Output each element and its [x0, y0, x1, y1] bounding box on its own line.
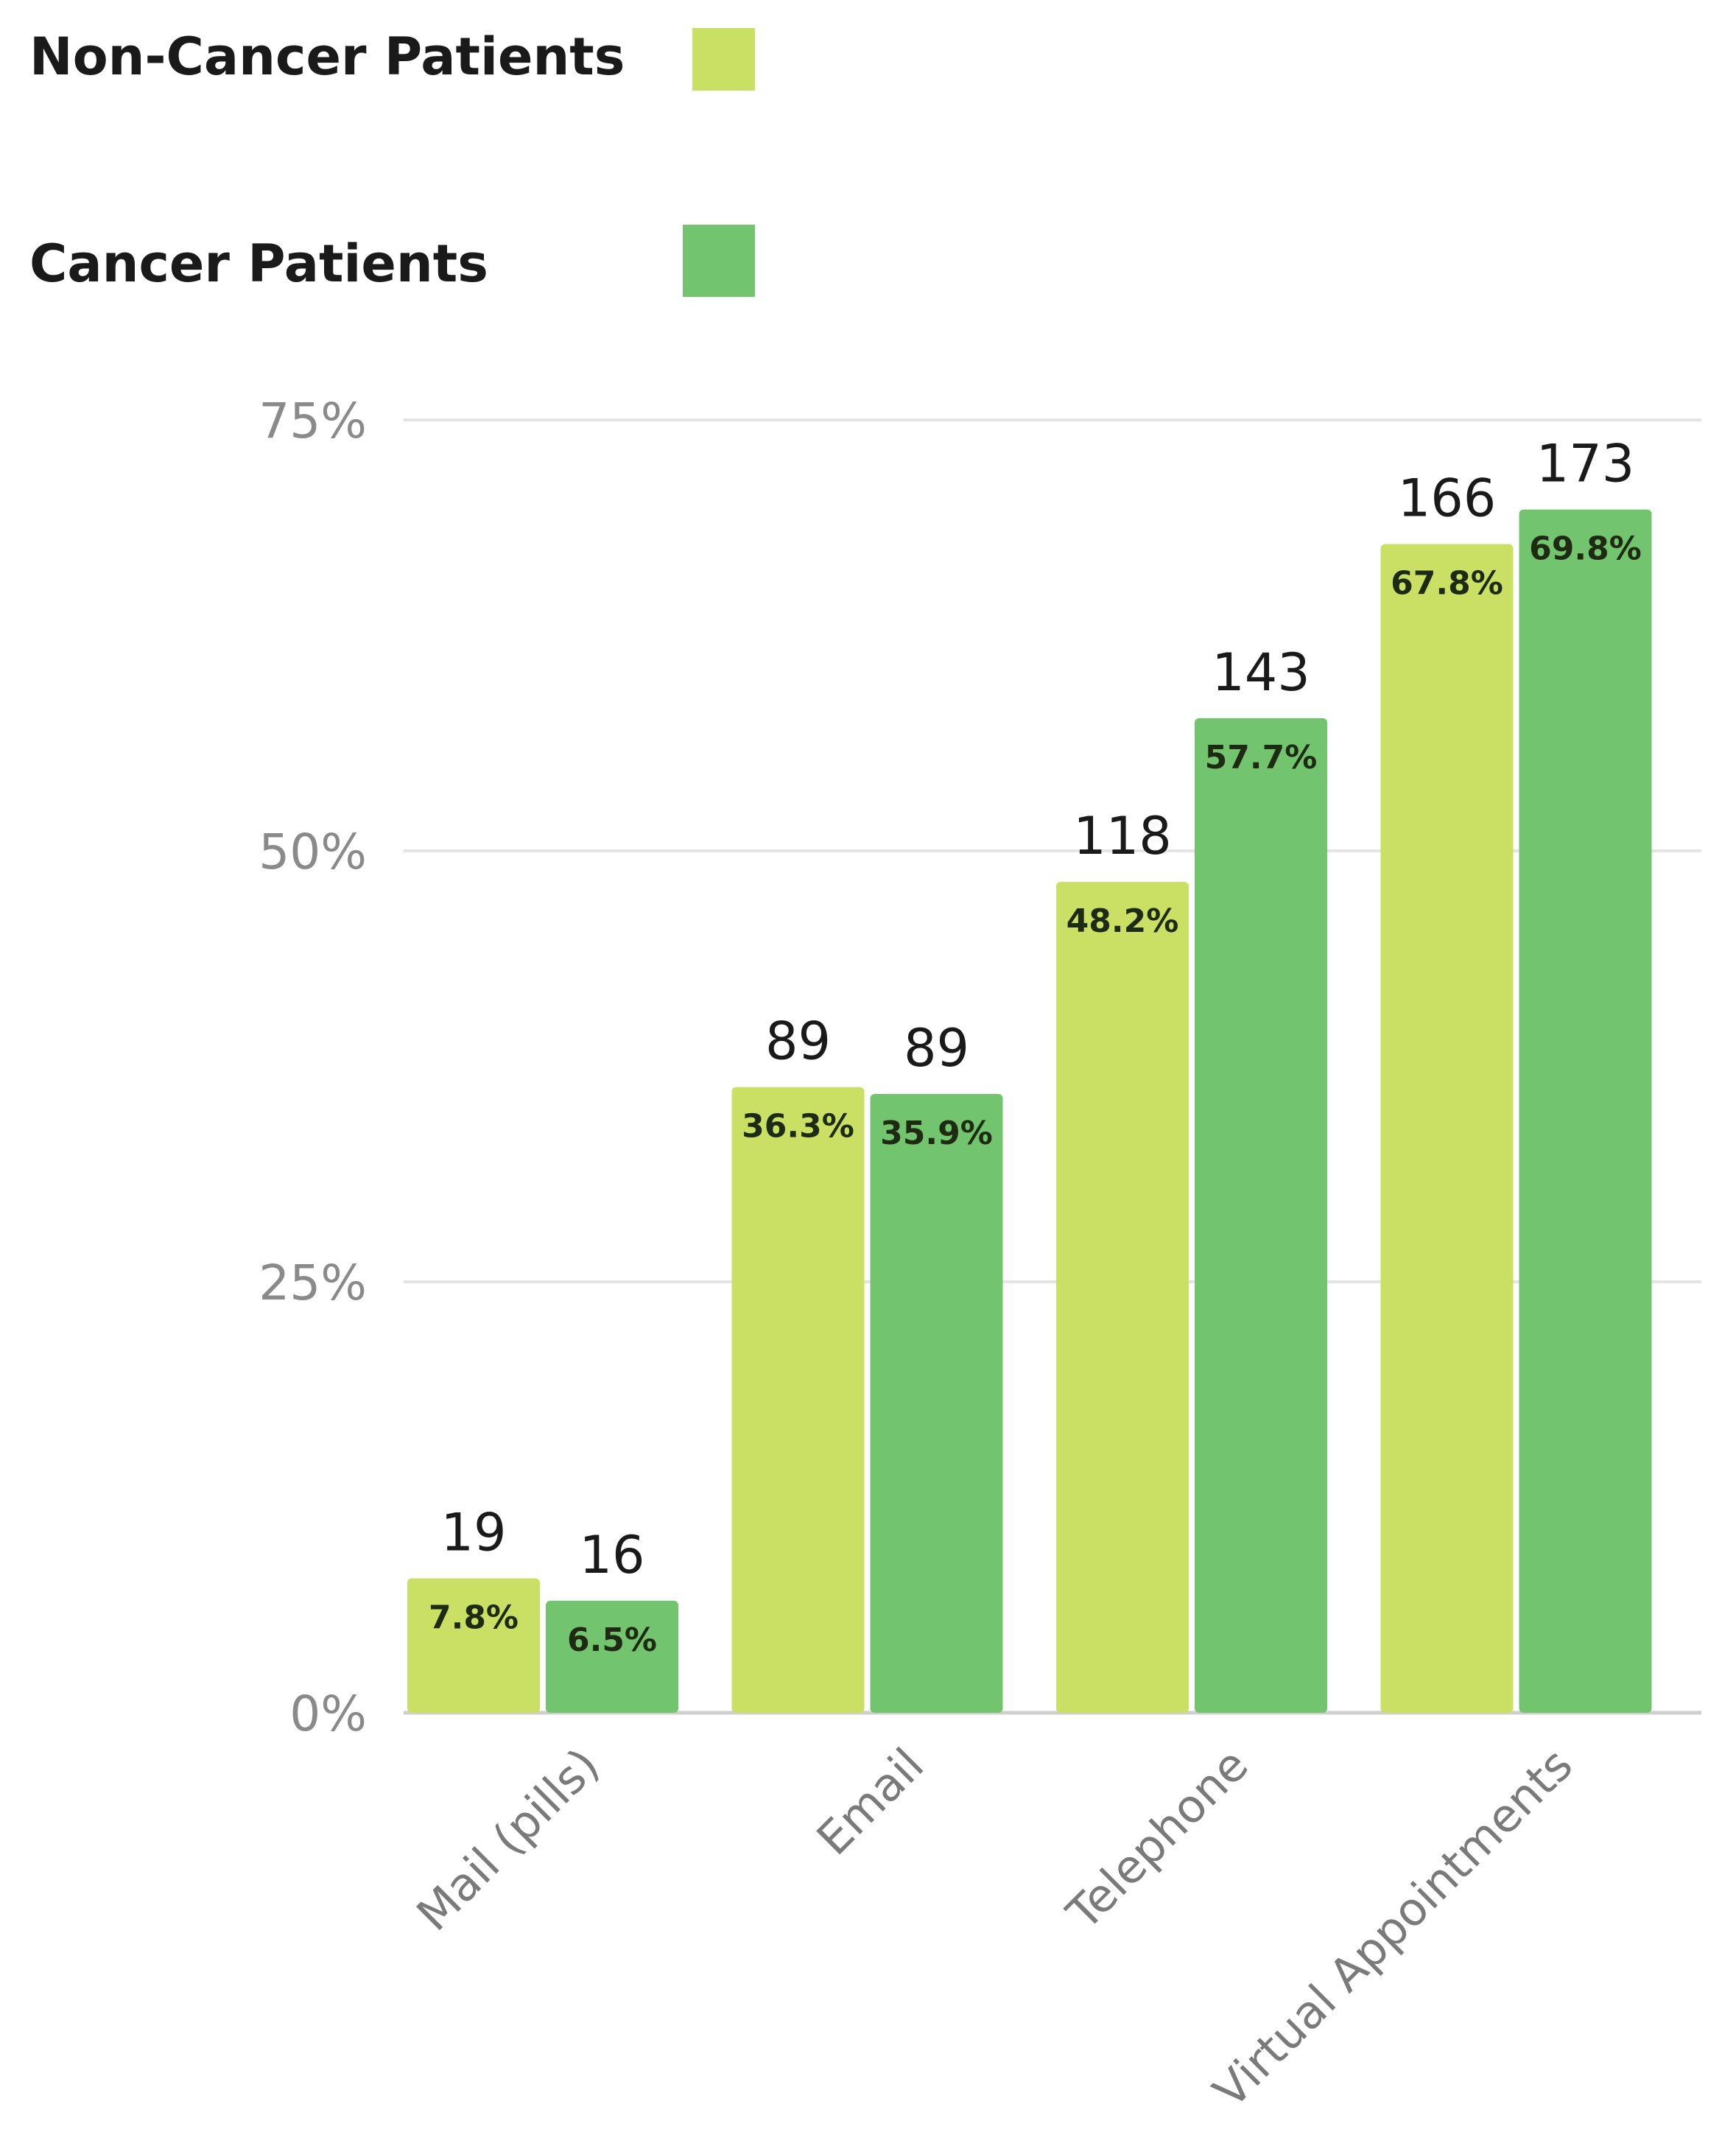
bar-percent-label: 6.5% [567, 1621, 657, 1659]
x-category-label: Mail (pills) [407, 1738, 610, 1941]
bar [407, 1578, 540, 1713]
bar-count-label: 118 [1073, 806, 1172, 866]
bar [731, 1087, 865, 1713]
bar-percent-label: 48.2% [1066, 902, 1179, 940]
bar-percent-label: 35.9% [880, 1115, 993, 1152]
x-category-label: Telephone [1056, 1738, 1259, 1940]
bar-count-label: 89 [904, 1018, 969, 1078]
bar [1195, 718, 1327, 1713]
bar-count-label: 173 [1536, 434, 1635, 494]
y-tick-label: 50% [259, 824, 367, 880]
bar-count-label: 19 [440, 1502, 506, 1562]
x-category-label: Email [806, 1738, 934, 1865]
bar-percent-label: 36.3% [742, 1108, 854, 1146]
bar [1380, 544, 1514, 1713]
bar-count-label: 89 [765, 1011, 831, 1072]
legend-swatch-cancer [683, 225, 755, 297]
data-labels: 19 7.8% 16 6.5% 89 36.3% 89 35.9% 118 48.2% 143 57.… [429, 434, 1642, 1659]
legend-label-non-cancer: Non-Cancer Patients [29, 27, 625, 87]
y-tick-label: 25% [259, 1255, 367, 1311]
y-axis-ticks: 0% 25% 50% 75% [259, 393, 367, 1742]
y-tick-label: 0% [289, 1686, 367, 1742]
bar-count-label: 143 [1212, 642, 1310, 703]
bar [546, 1600, 678, 1713]
x-category-label: Virtual Appointments [1203, 1738, 1583, 2118]
legend-swatch-non-cancer [692, 28, 755, 91]
legend-label-cancer: Cancer Patients [29, 234, 488, 294]
y-tick-label: 75% [259, 393, 367, 449]
bars [407, 509, 1652, 1714]
bar-percent-label: 7.8% [429, 1599, 519, 1636]
bar-percent-label: 69.8% [1529, 530, 1642, 568]
legend: Non-Cancer Patients Cancer Patients [29, 27, 755, 297]
bar-percent-label: 57.7% [1205, 739, 1318, 776]
bar-count-label: 16 [579, 1525, 644, 1585]
bar [1519, 509, 1652, 1714]
bar-count-label: 166 [1398, 468, 1497, 528]
bar [870, 1093, 1003, 1713]
bar-percent-label: 67.8% [1391, 564, 1503, 602]
bar [1056, 882, 1189, 1713]
